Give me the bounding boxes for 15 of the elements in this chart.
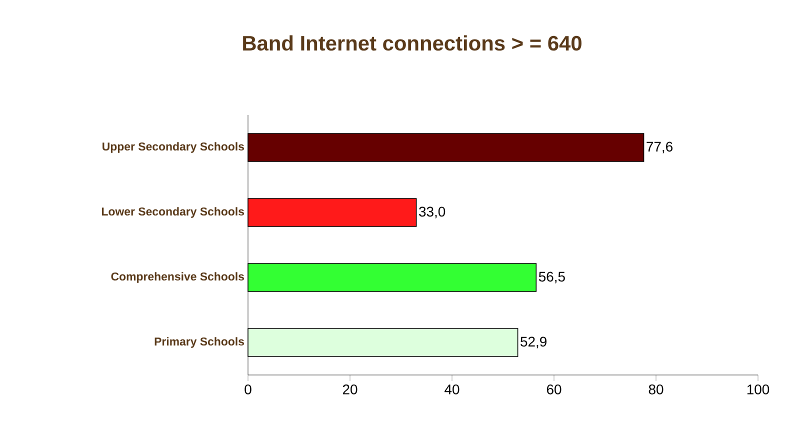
- y-tick-label: Primary Schools: [154, 337, 244, 348]
- x-tick-label: 40: [444, 384, 460, 394]
- data-label: 52,9: [520, 336, 546, 348]
- chart-title: Band Internet connections > = 640: [243, 35, 582, 51]
- data-label: 77,6: [646, 142, 672, 154]
- y-tick-label: Lower Secondary Schools: [102, 207, 244, 218]
- x-tick-label: 60: [546, 384, 562, 394]
- data-label: 56,5: [538, 272, 565, 284]
- data-label: 33,0: [419, 206, 446, 218]
- y-tick-label: Upper Secondary Schools: [102, 142, 244, 153]
- x-tick-label: 80: [648, 384, 664, 394]
- x-tick-label: 0: [244, 384, 252, 394]
- y-tick-label: Comprehensive Schools: [111, 272, 244, 283]
- x-tick-label: 100: [747, 384, 770, 394]
- x-tick-label: 20: [342, 384, 358, 394]
